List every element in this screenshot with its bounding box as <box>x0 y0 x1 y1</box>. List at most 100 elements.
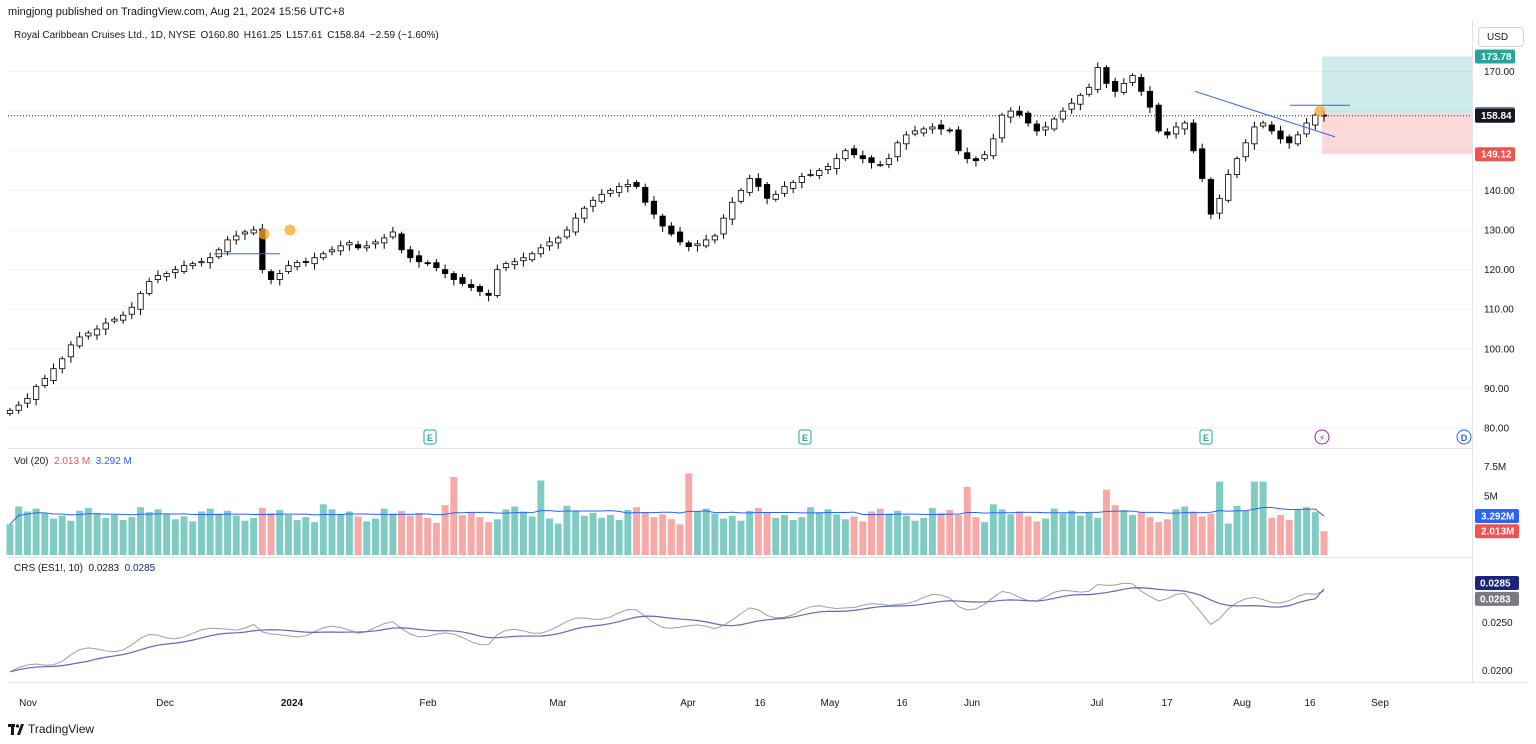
candle-up <box>93 328 101 336</box>
candle-up <box>816 170 823 176</box>
volume-bar-down <box>354 516 362 555</box>
volume-bar-up <box>389 513 397 555</box>
candle-up <box>807 174 814 176</box>
volume-label-value: 2.013M <box>1481 527 1514 538</box>
volume-bar-up <box>1294 510 1302 555</box>
candle-up <box>572 217 579 233</box>
volume-bar-down <box>258 507 266 555</box>
pane-divider-volume[interactable] <box>8 448 1472 449</box>
time-tick-label: 2024 <box>281 698 304 709</box>
candle-down <box>485 292 492 296</box>
candle-up <box>537 247 544 255</box>
price-tick-label: 90.00 <box>1484 384 1509 395</box>
candle-up <box>328 249 336 253</box>
candle-up <box>346 242 353 246</box>
volume-bar-up <box>1120 510 1128 555</box>
candle-up <box>1312 114 1319 126</box>
candle-up <box>294 262 301 268</box>
volume-bar-up <box>224 510 232 555</box>
pane-divider-crs[interactable] <box>8 557 1472 558</box>
time-tick-label: 17 <box>1161 698 1173 709</box>
volume-bar-down <box>650 517 658 555</box>
candle-up <box>1129 75 1136 83</box>
time-tick-label: Apr <box>680 698 696 709</box>
volume-bar-down <box>424 517 432 555</box>
candle-down <box>450 273 457 280</box>
volume-bar-up <box>67 520 75 555</box>
highlight-circle <box>258 228 270 240</box>
volume-bar-up <box>250 517 258 555</box>
volume-bar-down <box>763 512 771 555</box>
volume-bar-up <box>328 509 336 555</box>
candle-down <box>676 231 684 243</box>
earnings-event-icon <box>1199 429 1213 445</box>
candle-down <box>1207 179 1214 215</box>
candle-down <box>1164 131 1171 136</box>
candle-up <box>885 158 892 166</box>
candle-down <box>1146 90 1154 108</box>
volume-bar-up <box>1050 508 1058 555</box>
crs-lines <box>9 582 1325 673</box>
candle-up <box>320 253 327 259</box>
candle-up <box>729 201 736 220</box>
candle-up <box>59 358 66 370</box>
candle-up <box>624 184 631 187</box>
currency-button[interactable]: USD <box>1478 27 1524 47</box>
volume-tick-label: 7.5M <box>1484 462 1506 473</box>
volume-bar-down <box>1207 513 1215 555</box>
long-position-tool <box>1322 56 1472 155</box>
volume-bar-up <box>807 507 815 555</box>
candle-down <box>476 286 484 292</box>
time-tick-label: Sep <box>1371 698 1389 709</box>
candle-down <box>668 225 675 235</box>
volume-bar-down <box>467 512 475 555</box>
volume-bar-down <box>450 476 458 555</box>
volume-bar-down <box>398 510 406 555</box>
volume-bar-up <box>737 520 745 555</box>
volume-bar-up <box>215 513 223 555</box>
volume-bar-down <box>876 508 884 555</box>
volume-bar-down <box>415 512 423 555</box>
volume-bar-up <box>58 515 66 555</box>
candle-up <box>50 368 57 381</box>
candle-up <box>1181 122 1188 130</box>
crs-value: 0.0283 <box>88 563 120 574</box>
split-event-icon <box>1314 429 1330 445</box>
volume-bar-up <box>145 512 153 555</box>
volume-bar-up <box>284 515 292 555</box>
volume-bar-up <box>885 513 893 555</box>
volume-bar-up <box>1224 523 1232 555</box>
candle-up <box>772 193 779 200</box>
candle-up <box>381 237 388 244</box>
time-tick-label: 16 <box>1304 698 1316 709</box>
candle-up <box>703 239 710 247</box>
time-tick-label: May <box>821 698 840 709</box>
volume-bar-down <box>955 515 962 555</box>
candle-up <box>76 336 83 347</box>
candle-up <box>1094 67 1101 90</box>
candle-up <box>1233 158 1241 175</box>
volume-bar-up <box>380 508 388 555</box>
highlight-circle <box>1314 105 1326 117</box>
candle-up <box>720 217 727 235</box>
candle-down <box>964 152 971 160</box>
candle-down <box>868 157 875 164</box>
close-value: C158.84 <box>327 30 366 41</box>
earnings-event-icon <box>423 429 437 445</box>
candle-up <box>824 166 832 170</box>
volume-bar-up <box>372 518 379 555</box>
open-value: O160.80 <box>200 30 239 41</box>
volume-bar-up <box>580 515 588 555</box>
volume-bar-down <box>859 521 867 555</box>
candle-up <box>781 186 788 194</box>
candle-up <box>1294 134 1301 145</box>
time-tick-label: Dec <box>156 698 174 709</box>
symbol-name: Royal Caribbean Cruises Ltd., 1D, NYSE <box>14 30 196 41</box>
price-tick-label: 170.00 <box>1484 67 1515 78</box>
volume-bar-down <box>406 515 414 555</box>
volume-bar-down <box>659 514 667 555</box>
event-label: ⚡ <box>1319 433 1325 443</box>
volume-label-value: 3.292M <box>1481 512 1514 523</box>
candle-up <box>607 189 614 194</box>
